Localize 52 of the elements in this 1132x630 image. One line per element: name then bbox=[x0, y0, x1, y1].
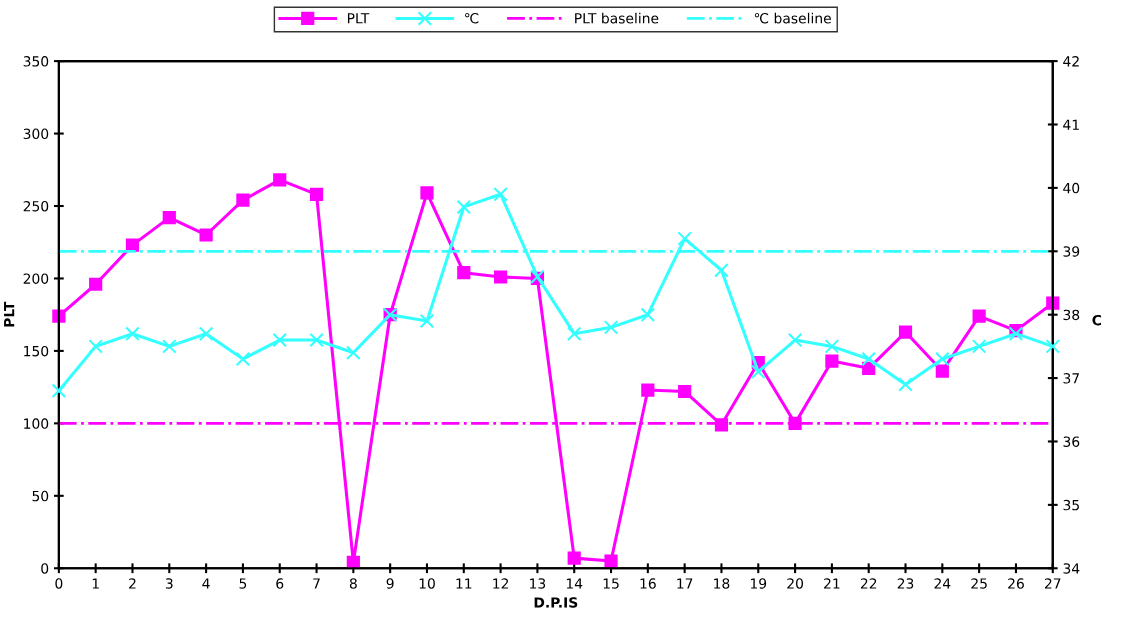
x-tick-label: 0 bbox=[55, 578, 63, 589]
y-tick-label: 0 bbox=[41, 563, 49, 574]
x-tick-label: 25 bbox=[971, 578, 987, 589]
legend-label: ℃ baseline bbox=[754, 12, 831, 24]
x-axis-title: D.P.IS bbox=[534, 597, 578, 608]
y2-tick-label: 37 bbox=[1063, 373, 1079, 384]
x-tick-label: 17 bbox=[677, 578, 693, 589]
x-tick-label: 18 bbox=[714, 578, 730, 589]
y2-tick-label: 42 bbox=[1063, 56, 1079, 67]
y2-axis-title: C bbox=[1092, 314, 1102, 326]
x-tick-label: 1 bbox=[92, 578, 99, 589]
x-tick-label: 10 bbox=[419, 578, 435, 589]
y2-tick-label: 41 bbox=[1063, 119, 1079, 130]
y2-tick-label: 39 bbox=[1063, 246, 1080, 257]
y-axis-title: PLT bbox=[4, 301, 15, 327]
x-tick-label: 3 bbox=[165, 578, 173, 589]
x-tick-label: 26 bbox=[1008, 578, 1024, 589]
y-tick-label: 50 bbox=[32, 490, 49, 502]
y2-tick-label: 34 bbox=[1063, 563, 1080, 574]
x-tick-label: 7 bbox=[313, 578, 320, 589]
y-tick-label: 150 bbox=[24, 345, 49, 357]
x-tick-label: 21 bbox=[824, 578, 840, 589]
x-tick-label: 16 bbox=[640, 578, 656, 589]
y-tick-label: 350 bbox=[23, 56, 49, 67]
x-tick-label: 24 bbox=[934, 578, 951, 589]
x-tick-label: 6 bbox=[276, 578, 284, 589]
legend-label: PLT baseline bbox=[575, 12, 659, 24]
x-tick-label: 19 bbox=[750, 578, 767, 589]
x-tick-label: 27 bbox=[1044, 578, 1061, 589]
y-tick-label: 200 bbox=[23, 273, 49, 284]
x-tick-label: 11 bbox=[456, 578, 472, 589]
y2-tick-label: 40 bbox=[1063, 182, 1080, 194]
y2-tick-label: 36 bbox=[1063, 436, 1080, 447]
y2-tick-label: 35 bbox=[1063, 499, 1079, 511]
y-tick-label: 250 bbox=[23, 200, 49, 212]
x-tick-label: 13 bbox=[530, 578, 546, 589]
legend-label: PLT bbox=[347, 13, 370, 24]
y-tick-label: 100 bbox=[24, 418, 49, 429]
x-tick-label: 23 bbox=[897, 578, 914, 589]
x-tick-label: 14 bbox=[566, 578, 583, 589]
x-tick-label: 20 bbox=[787, 578, 803, 589]
x-tick-label: 2 bbox=[129, 578, 136, 589]
x-tick-label: 4 bbox=[202, 578, 210, 589]
y2-tick-label: 38 bbox=[1063, 309, 1080, 321]
x-tick-label: 9 bbox=[386, 578, 394, 589]
legend-label: ℃ bbox=[465, 13, 479, 24]
x-tick-label: 12 bbox=[493, 578, 509, 589]
x-tick-label: 5 bbox=[239, 578, 247, 589]
x-tick-label: 8 bbox=[349, 578, 357, 589]
y-tick-label: 300 bbox=[23, 128, 49, 140]
x-tick-label: 15 bbox=[603, 578, 619, 589]
x-tick-label: 22 bbox=[860, 578, 877, 589]
